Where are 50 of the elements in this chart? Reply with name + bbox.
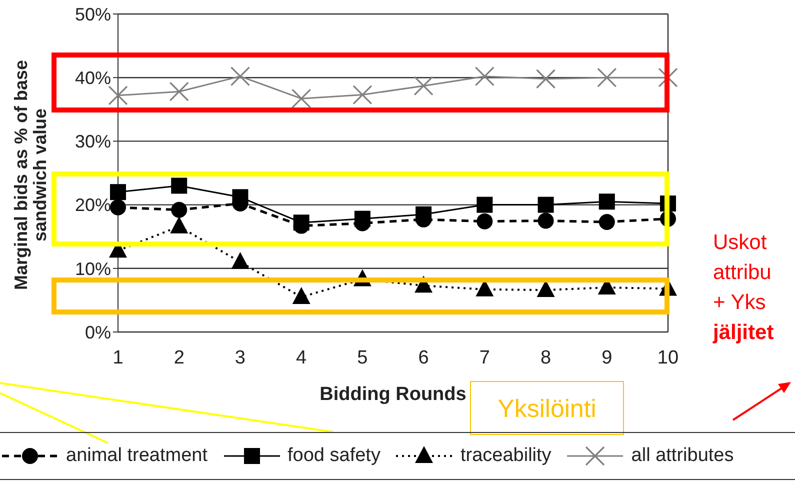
point — [171, 178, 188, 194]
point — [108, 86, 128, 106]
point — [169, 82, 189, 102]
x-tick-label: 4 — [296, 347, 308, 368]
point — [352, 84, 372, 105]
point — [414, 76, 434, 96]
x-tick-label: 5 — [357, 347, 368, 368]
legend-label: all attributes — [631, 445, 734, 467]
legend-label: animal treatment — [66, 445, 208, 467]
x-tick-label: 2 — [174, 347, 184, 368]
x-tick-label: 3 — [234, 347, 246, 368]
y-axis-title: Marginal bids as % of base sandwich value — [11, 60, 50, 290]
point — [171, 202, 188, 218]
x-tick-label: 6 — [418, 347, 429, 368]
point — [474, 66, 494, 86]
point — [597, 68, 617, 88]
point — [110, 199, 126, 216]
y-tick-label: 50% — [74, 4, 111, 24]
text: Yksilöinti — [470, 381, 624, 435]
y-tick-label: 40% — [74, 68, 111, 88]
point — [231, 252, 250, 270]
legend-label: food safety — [288, 445, 380, 467]
point — [598, 194, 615, 210]
x-tick-label: 8 — [540, 347, 552, 368]
x-tick-label: 9 — [602, 347, 612, 368]
point — [476, 196, 493, 213]
x-tick-label: 1 — [112, 347, 124, 368]
point — [536, 69, 556, 89]
point — [293, 214, 310, 231]
point — [354, 210, 370, 227]
x-tick-label: 7 — [479, 347, 490, 368]
text: Uskot attribu + Yks jäljitet — [713, 230, 775, 346]
legend-label: traceability — [460, 445, 552, 467]
point — [598, 214, 615, 230]
y-tick-label: 30% — [74, 132, 111, 152]
x-axis-title: Bidding Rounds — [320, 384, 466, 405]
y-tick-label: 10% — [74, 258, 111, 279]
point — [538, 212, 554, 229]
y-tick-label: 20% — [74, 195, 111, 216]
point — [170, 216, 188, 234]
y-tick-label: 0% — [84, 322, 111, 342]
x-tick-label: 10 — [657, 347, 679, 368]
point — [476, 213, 493, 230]
point — [232, 189, 248, 206]
point — [538, 196, 554, 213]
point — [230, 66, 250, 86]
point — [416, 206, 432, 222]
point — [110, 184, 126, 200]
point — [292, 287, 310, 304]
point — [292, 88, 312, 108]
